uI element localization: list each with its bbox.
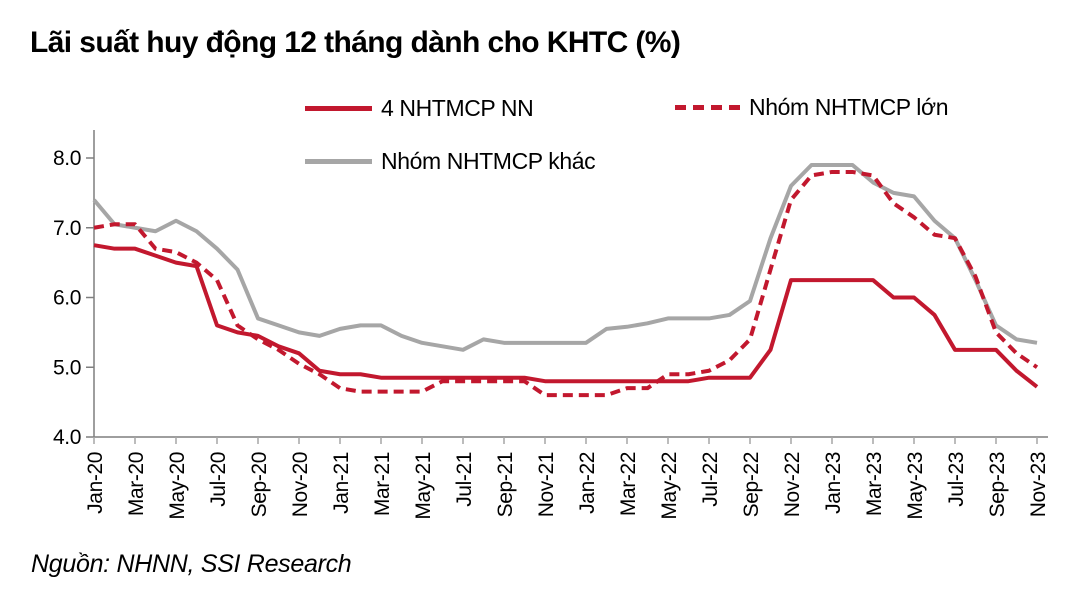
legend-label: Nhóm NHTMCP khác <box>381 147 596 174</box>
legend-dashed-red-line-icon <box>675 104 740 110</box>
x-tick-label: Nov-20 <box>289 452 312 517</box>
x-tick-label: Nov-23 <box>1027 452 1050 517</box>
source-note: Nguồn: NHNN, SSI Research <box>31 550 352 578</box>
x-tick-label: Jul-22 <box>699 452 722 507</box>
legend-label: Nhóm NHTMCP lớn <box>749 93 949 120</box>
legend-item-nhom-nhtmcp-khac: Nhóm NHTMCP khác <box>305 147 596 174</box>
y-tick-label: 6.0 <box>53 287 81 310</box>
x-tick-label: Jul-23 <box>945 452 968 507</box>
x-tick-label: Sep-21 <box>494 452 517 517</box>
x-tick-label: Sep-23 <box>986 452 1009 517</box>
x-tick-label: Mar-22 <box>617 452 640 516</box>
x-tick-label: Jan-21 <box>330 452 353 514</box>
legend-solid-gray-line-icon <box>305 158 372 164</box>
legend-solid-red-line-icon <box>305 105 372 111</box>
y-tick-label: 5.0 <box>53 356 81 379</box>
series-nhom-nhtmcp-khac <box>92 162 1038 352</box>
x-tick-label: Sep-22 <box>740 452 763 517</box>
x-tick-label: Nov-22 <box>781 452 804 517</box>
y-tick-label: 8.0 <box>53 147 81 170</box>
chart-title: Lãi suất huy động 12 tháng dành cho KHTC… <box>30 26 681 59</box>
x-tick-label: Mar-23 <box>863 452 886 516</box>
x-tick-label: May-22 <box>658 452 681 520</box>
y-tick-label: 4.0 <box>53 426 81 449</box>
legend-item-nhom-nhtmcp-lon: Nhóm NHTMCP lớn <box>675 94 948 120</box>
axis-lines <box>93 130 1048 438</box>
x-tick-label: Sep-20 <box>248 452 271 517</box>
x-tick-label: Jul-21 <box>453 452 476 507</box>
x-tick-label: Mar-20 <box>125 452 148 516</box>
x-tick-label: May-20 <box>166 452 189 520</box>
x-tick-label: Jan-20 <box>84 452 107 514</box>
x-tick-label: Mar-21 <box>371 452 394 516</box>
series-nhom-nhtmcp-lon <box>93 169 1039 398</box>
legend-item-4-nhtmcp-nn: 4 NHTMCP NN <box>305 94 534 121</box>
y-tick-label: 7.0 <box>53 217 81 240</box>
x-tick-label: Nov-21 <box>535 452 558 517</box>
x-tick-label: Jan-23 <box>822 452 845 514</box>
x-tick-label: Jan-22 <box>576 452 599 514</box>
x-tick-label: May-21 <box>412 452 435 520</box>
x-tick-label: May-23 <box>904 452 927 520</box>
x-tick-label: Jul-20 <box>207 452 230 507</box>
legend-label: 4 NHTMCP NN <box>381 94 534 121</box>
